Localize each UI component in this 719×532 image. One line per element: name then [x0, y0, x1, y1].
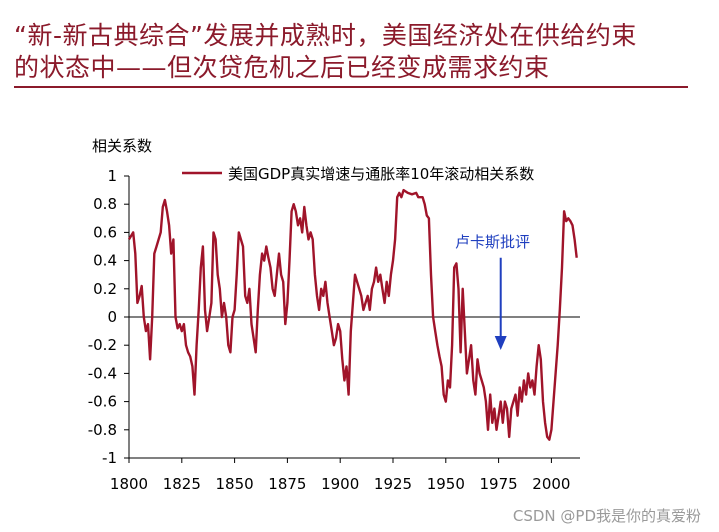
legend-label: 美国GDP真实增速与通胀率10年滚动相关系数 — [228, 165, 534, 183]
y-tick-label: -0.4 — [88, 364, 117, 382]
watermark: CSDN @PD我是你的真爱粉 — [512, 507, 701, 525]
x-tick-label: 1975 — [480, 475, 518, 493]
annotation: 卢卡斯批评 — [455, 233, 530, 351]
title-divider — [14, 86, 688, 88]
y-tick-label: -0.6 — [88, 393, 117, 411]
y-tick-label: -0.8 — [88, 421, 117, 439]
y-tick-label: -1 — [102, 449, 117, 467]
y-tick-label: -0.2 — [88, 336, 117, 354]
slide-title-line-2: 的状态中——但次贷危机之后已经变成需求约束 — [14, 53, 550, 82]
x-tick-label: 1950 — [427, 475, 465, 493]
annotation-label: 卢卡斯批评 — [455, 233, 530, 251]
x-tick-label: 2000 — [532, 475, 570, 493]
x-tick-label: 1825 — [163, 475, 201, 493]
x-tick-label: 1925 — [374, 475, 412, 493]
x-axis-ticks: 1800 1825 1850 1875 1900 1925 1950 1975 2000 — [110, 458, 570, 493]
y-tick-label: 0.8 — [93, 195, 117, 213]
annotation-arrow-head — [494, 336, 507, 351]
slide-title-line-1: “新-新古典综合”发展并成熟时，美国经济处在供给约束 — [14, 21, 637, 50]
y-axis-ticks: 1 0.8 0.6 0.4 0.2 0 -0.2 -0.4 -0.6 -0.8 -1 — [88, 167, 129, 467]
y-tick-label: 0.6 — [93, 223, 117, 241]
y-tick-label: 0 — [107, 308, 117, 326]
x-tick-label: 1900 — [321, 475, 359, 493]
series-line — [127, 188, 578, 441]
x-tick-label: 1850 — [216, 475, 254, 493]
y-tick-label: 1 — [107, 167, 117, 185]
x-tick-label: 1875 — [268, 475, 306, 493]
legend: 美国GDP真实增速与通胀率10年滚动相关系数 — [182, 165, 534, 183]
y-axis-label: 相关系数 — [92, 137, 152, 155]
y-tick-label: 0.2 — [93, 280, 117, 298]
y-tick-label: 0.4 — [93, 252, 117, 270]
slide-title: “新-新古典综合”发展并成熟时，美国经济处在供给约束 的状态中——但次贷危机之后… — [14, 20, 704, 84]
x-tick-label: 1800 — [110, 475, 148, 493]
